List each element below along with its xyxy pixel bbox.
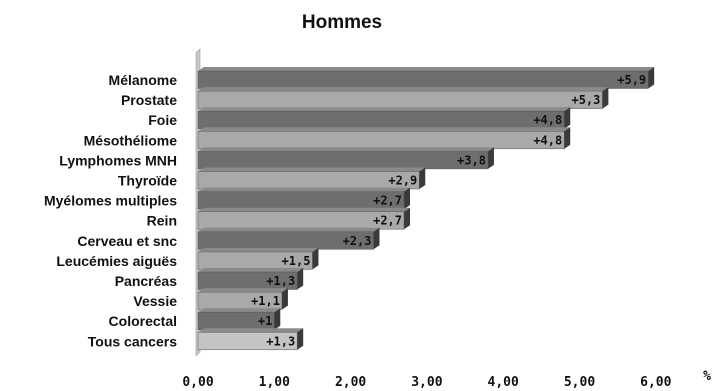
bar-value-label: +1,3: [266, 274, 295, 288]
bar: +1,5: [197, 247, 319, 270]
bar-side-face: [564, 107, 571, 129]
bar-top-face: [198, 147, 494, 152]
bar-value-label: +1,5: [282, 254, 311, 268]
x-tick-label: 1,00: [259, 375, 290, 390]
bar-front-face: [197, 131, 565, 150]
bar-side-face: [297, 328, 304, 350]
x-axis-unit: %: [703, 369, 711, 384]
bar: +4,8: [197, 107, 571, 129]
bar: +2,9: [197, 167, 426, 190]
x-tick-label: 6,00: [640, 375, 671, 390]
category-label: Myélomes multiples: [44, 193, 177, 209]
bar-top-face: [198, 127, 571, 132]
bar-side-face: [487, 147, 494, 169]
x-tick-labels: 0,00 1,00 2,00 3,00 4,00 5,00 6,00: [182, 375, 671, 390]
bar-value-label: +2,3: [343, 234, 372, 248]
bar: +3,8: [197, 147, 494, 170]
bar-front-face: [197, 70, 649, 89]
bar-top-face: [198, 247, 319, 252]
bar-side-face: [564, 127, 571, 149]
bar: +1: [197, 308, 281, 330]
bar-side-face: [404, 187, 411, 210]
bar: +4,8: [197, 127, 571, 150]
bar-value-label: +2,7: [373, 194, 402, 208]
bar-side-face: [312, 247, 319, 270]
bar-front-face: [197, 110, 565, 129]
bar-side-face: [404, 207, 411, 230]
bar-side-face: [419, 167, 426, 189]
bar-side-face: [602, 87, 609, 109]
bars-group: +5,9+5,3+4,8+4,8+3,8+2,9+2,7+2,7+2,3+1,5…: [197, 67, 655, 351]
bar-top-face: [198, 308, 281, 313]
x-tick-label: 2,00: [335, 375, 366, 390]
bar: +1,3: [197, 328, 304, 351]
category-label: Rein: [147, 213, 177, 229]
bar: +1,1: [197, 288, 288, 310]
bar-value-label: +1,3: [266, 334, 295, 348]
x-tick-label: 4,00: [488, 375, 519, 390]
bar-value-label: +1,1: [251, 294, 280, 308]
bar-top-face: [198, 227, 380, 232]
bar-top-face: [198, 288, 288, 293]
bar-value-label: +4,8: [533, 133, 562, 147]
category-label: Leucémies aiguës: [56, 253, 177, 269]
bar: +5,9: [197, 67, 655, 89]
bar: +5,3: [197, 87, 609, 109]
bar-value-label: +5,3: [571, 93, 600, 107]
bar: +1,3: [197, 268, 304, 290]
bar: +2,7: [197, 207, 411, 230]
bar-top-face: [198, 87, 609, 92]
bar-value-label: +3,8: [457, 153, 486, 167]
x-tick-label: 5,00: [564, 375, 595, 390]
category-label: Mésothéliome: [84, 132, 178, 148]
bar-value-label: +5,9: [617, 73, 646, 87]
category-label: Pancréas: [115, 273, 177, 289]
bar-value-label: +2,7: [373, 214, 402, 228]
bar-value-label: +1: [258, 314, 272, 328]
category-label: Prostate: [121, 92, 177, 108]
bar-top-face: [198, 328, 304, 333]
x-tick-label: 3,00: [411, 375, 442, 390]
bar-front-face: [197, 90, 603, 109]
bar-top-face: [198, 67, 655, 71]
bar-top-face: [198, 268, 304, 272]
category-label: Vessie: [133, 293, 177, 309]
category-label: Mélanome: [109, 72, 178, 88]
bar-front-face: [197, 332, 298, 351]
category-label: Thyroïde: [118, 173, 177, 189]
category-label: Cerveau et snc: [77, 233, 177, 249]
bar-top-face: [198, 207, 411, 212]
bar-value-label: +2,9: [388, 174, 417, 188]
bar-top-face: [198, 167, 426, 172]
category-label: Colorectal: [109, 313, 177, 329]
category-label: Lymphomes MNH: [59, 152, 177, 168]
bar-side-face: [297, 268, 304, 290]
bar-side-face: [281, 288, 288, 310]
x-tick-label: 0,00: [182, 375, 213, 390]
category-labels: Mélanome Prostate Foie Mésothéliome Lymphome…: [44, 72, 177, 349]
bar: +2,3: [197, 227, 380, 250]
chart-title: Hommes: [302, 12, 382, 33]
bar-front-face: [197, 151, 489, 170]
bar: +2,7: [197, 187, 411, 210]
bar-top-face: [198, 187, 411, 192]
category-label: Foie: [148, 112, 177, 128]
category-label: Tous cancers: [88, 333, 177, 349]
bar-front-face: [197, 171, 420, 190]
bar-side-face: [373, 227, 380, 250]
bar-side-face: [274, 308, 281, 330]
bar-side-face: [648, 67, 655, 89]
bar-top-face: [198, 107, 571, 112]
bar-value-label: +4,8: [533, 113, 562, 127]
